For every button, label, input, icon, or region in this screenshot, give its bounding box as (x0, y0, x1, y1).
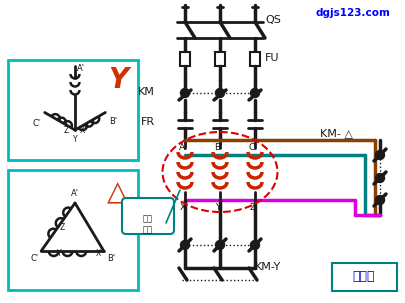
Bar (331, 263, 396, 291)
Text: KM: KM (138, 87, 155, 97)
Bar (249, 52, 259, 66)
Circle shape (250, 241, 259, 249)
Text: FR: FR (141, 117, 155, 127)
Text: X: X (179, 203, 185, 212)
Text: B': B' (109, 116, 117, 125)
Circle shape (375, 174, 384, 182)
Circle shape (250, 88, 259, 98)
Text: KM- △: KM- △ (319, 128, 352, 138)
Text: A': A' (71, 189, 79, 198)
Text: Z: Z (63, 126, 68, 135)
Text: Y: Y (57, 249, 62, 258)
Text: 电机
绕组: 电机 绕组 (143, 214, 153, 235)
Text: Z: Z (249, 203, 256, 212)
Text: C': C' (248, 143, 257, 152)
Circle shape (215, 241, 224, 249)
FancyBboxPatch shape (122, 198, 174, 234)
Text: X: X (79, 126, 84, 135)
Text: C': C' (32, 118, 40, 128)
Circle shape (215, 88, 224, 98)
Text: FU: FU (264, 53, 279, 63)
Bar (179, 52, 190, 66)
Text: △: △ (107, 178, 128, 206)
Circle shape (180, 241, 189, 249)
Circle shape (180, 88, 189, 98)
Text: dgjs123.com: dgjs123.com (314, 8, 389, 18)
Text: Y: Y (72, 135, 77, 144)
Text: X: X (96, 249, 101, 258)
Text: Y: Y (108, 66, 128, 94)
Text: A': A' (178, 143, 187, 152)
Text: Z: Z (59, 223, 64, 232)
Text: 主电路: 主电路 (352, 271, 374, 284)
Text: B': B' (107, 254, 115, 263)
Text: B': B' (213, 143, 222, 152)
Text: KM-Y: KM-Y (254, 262, 281, 272)
Circle shape (375, 195, 384, 205)
Text: C': C' (30, 254, 38, 263)
Bar (8, 170, 138, 290)
Bar (8, 60, 138, 160)
Circle shape (375, 151, 384, 159)
Text: Y: Y (215, 203, 220, 212)
Text: A': A' (77, 64, 85, 73)
Bar (215, 52, 224, 66)
Text: QS: QS (264, 15, 280, 25)
